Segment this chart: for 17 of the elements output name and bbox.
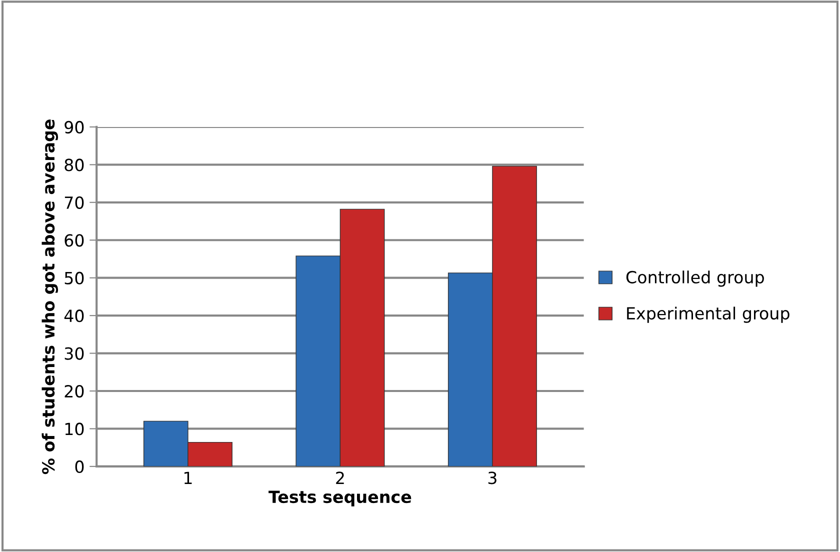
y-tick-label: 10 bbox=[65, 422, 84, 436]
x-axis-title: Tests sequence bbox=[268, 490, 412, 506]
legend-label: Controlled group bbox=[626, 270, 764, 287]
y-tick-label: 70 bbox=[64, 196, 84, 209]
x-tick-label: 3 bbox=[488, 472, 496, 484]
y-tick-label: 60 bbox=[64, 234, 84, 247]
y-tick-label: 80 bbox=[64, 158, 84, 172]
y-tick-label: 20 bbox=[64, 384, 84, 398]
y-tick-label: 90 bbox=[64, 120, 84, 134]
x-tick-label: 1 bbox=[184, 472, 192, 484]
y-tick-label: 30 bbox=[64, 347, 84, 360]
x-tick-label: 2 bbox=[336, 472, 344, 484]
y-tick-label: 50 bbox=[64, 272, 84, 284]
y-tick-label: 0 bbox=[75, 460, 84, 474]
legend-label: Experimental group bbox=[627, 306, 790, 323]
y-axis-title: % of students who got above average bbox=[42, 120, 58, 474]
y-tick-label: 40 bbox=[64, 310, 84, 322]
